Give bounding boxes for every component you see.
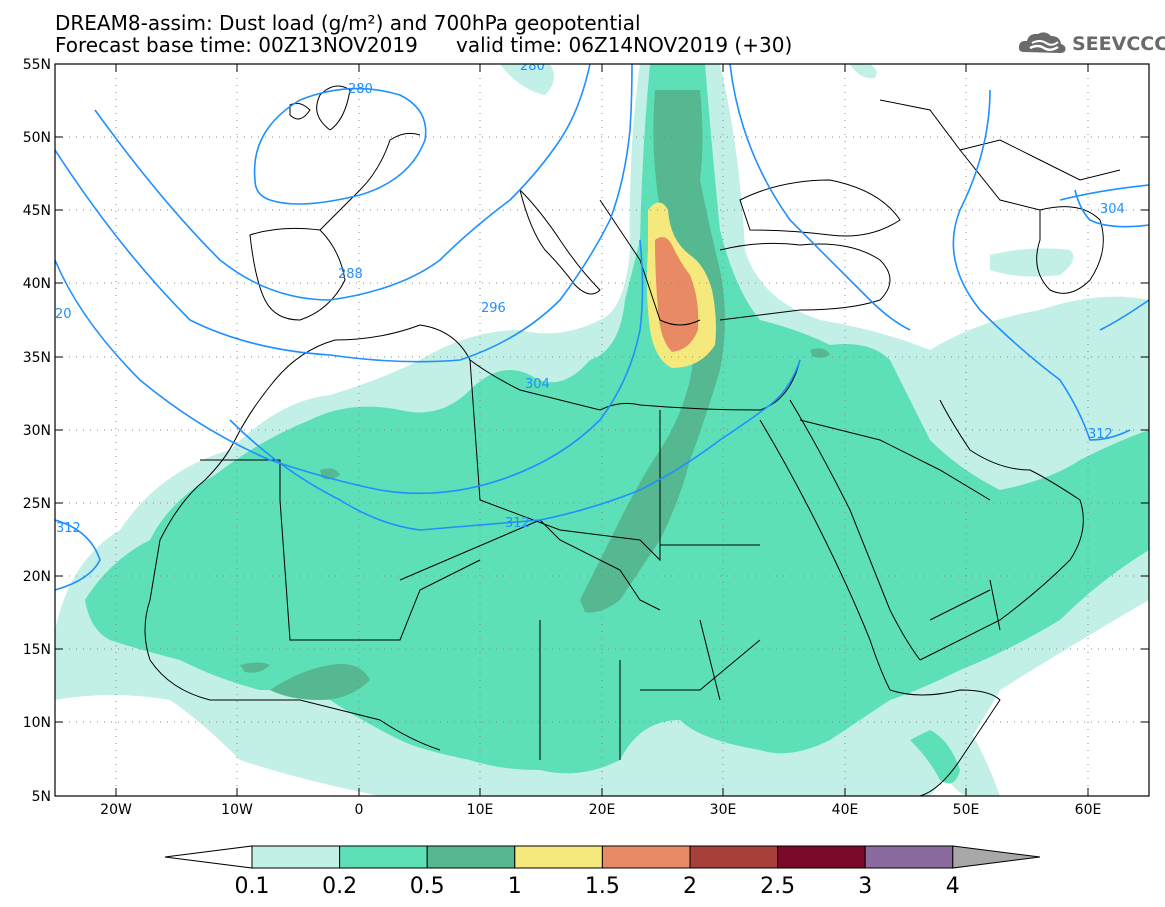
lat-label: 25N: [23, 496, 51, 512]
colorbar-label: 1: [508, 874, 522, 899]
lon-label: 20W: [100, 802, 132, 818]
lat-label: 55N: [23, 57, 51, 73]
contour-label: 312: [1088, 427, 1113, 442]
colorbar-bin: [251, 845, 341, 869]
lat-label: 50N: [23, 130, 51, 146]
contour-label: 312: [505, 516, 530, 531]
contour-label: 288: [338, 267, 363, 282]
lon-label: 40E: [832, 802, 859, 818]
lat-label: 20N: [23, 569, 51, 585]
colorbar-bin: [339, 845, 428, 869]
colorbar-label: 2.5: [760, 874, 795, 899]
dust-layer-medium: [85, 64, 1149, 784]
contour-label: 312: [56, 521, 81, 536]
logo-text: SEEVCCC: [1072, 33, 1165, 55]
forecast-base-time: Forecast base time: 00Z13NOV2019: [55, 33, 418, 57]
colorbar-label: 3: [858, 874, 872, 899]
colorbar-bin: [777, 845, 866, 869]
colorbar-min-arrow: [164, 845, 253, 869]
contour-label: 280: [348, 82, 373, 97]
coastlines-and-borders: [144, 85, 1121, 796]
colorbar-bin: [689, 845, 779, 869]
lat-label: 10N: [23, 715, 51, 731]
chart-title-line2: Forecast base time: 00Z13NOV2019 valid t…: [55, 34, 792, 56]
colorbar-label: 2: [683, 874, 697, 899]
cloud-icon: [1018, 32, 1066, 53]
chart-title-line1: DREAM8-assim: Dust load (g/m²) and 700hP…: [55, 11, 641, 35]
map-area: 280 280 288 296 304 304 312 312 312 20: [55, 59, 1149, 796]
lat-label: 30N: [23, 423, 51, 439]
contour-label: 304: [1100, 202, 1125, 217]
contour-label: 280: [520, 59, 545, 74]
colorbar-label: 0.1: [235, 874, 270, 899]
lat-label: 5N: [32, 789, 51, 805]
lat-label: 15N: [23, 642, 51, 658]
colorbar: 0.1 0.2 0.5 1 1.5 2 2.5 3 4: [164, 845, 1041, 899]
lon-label: 0: [355, 802, 364, 818]
colorbar-bin: [514, 845, 603, 869]
colorbar-bin: [864, 845, 954, 869]
geopotential-contours: [55, 64, 1149, 591]
lon-label: 50E: [953, 802, 980, 818]
contour-label: 304: [525, 377, 550, 392]
contour-label: 296: [481, 301, 506, 316]
colorbar-max-arrow: [952, 845, 1041, 869]
longitude-labels: 20W 10W 0 10E 20E 30E 40E 50E 60E: [100, 802, 1101, 818]
lat-label: 35N: [23, 350, 51, 366]
lon-label: 30E: [710, 802, 737, 818]
dust-layer-orange: [655, 236, 699, 352]
lat-label: 45N: [23, 203, 51, 219]
axis-ticks: [55, 64, 1149, 796]
colorbar-bin: [601, 845, 691, 869]
lon-label: 60E: [1075, 802, 1102, 818]
lon-label: 20E: [589, 802, 616, 818]
latitude-labels: 55N 50N 45N 40N 35N 30N 25N 20N 15N 10N …: [23, 57, 51, 805]
lat-label: 40N: [23, 276, 51, 292]
lon-label: 10W: [221, 802, 253, 818]
colorbar-label: 0.2: [322, 874, 357, 899]
lon-label: 10E: [467, 802, 494, 818]
colorbar-label: 0.5: [410, 874, 445, 899]
colorbar-bin: [426, 845, 516, 869]
valid-time: valid time: 06Z14NOV2019 (+30): [456, 33, 793, 57]
colorbar-label: 1.5: [585, 874, 620, 899]
contour-label: 20: [55, 307, 72, 322]
contour-labels: 280 280 288 296 304 304 312 312 312 20: [55, 59, 1125, 536]
colorbar-label: 4: [946, 874, 960, 899]
